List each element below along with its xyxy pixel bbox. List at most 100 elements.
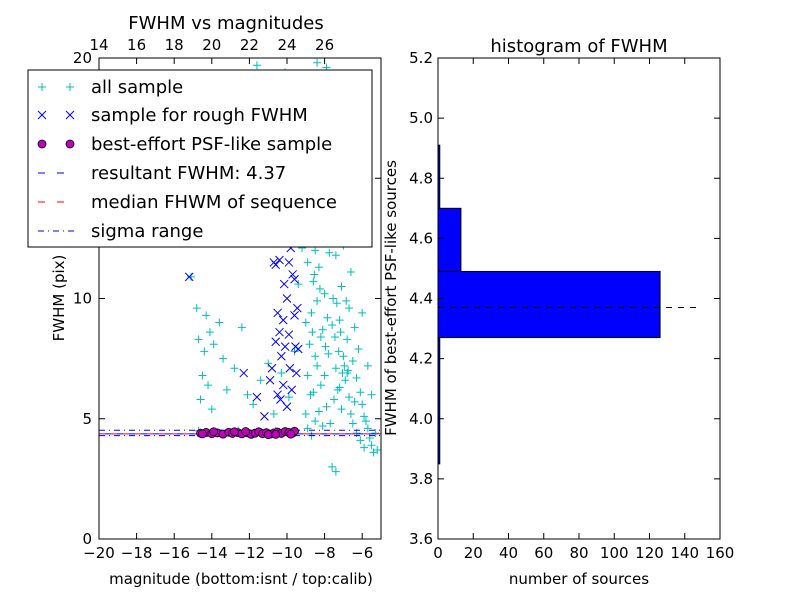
x-tick-label: 100 bbox=[600, 544, 629, 562]
rough-sample-point bbox=[271, 260, 281, 270]
all-sample-point bbox=[363, 361, 372, 370]
rough-sample-point bbox=[265, 375, 275, 385]
x-tick-label: −20 bbox=[83, 544, 115, 562]
top-tick-label: 22 bbox=[240, 36, 259, 54]
all-sample-point bbox=[311, 352, 320, 361]
top-tick-label: 18 bbox=[165, 36, 184, 54]
legend-box bbox=[27, 69, 373, 248]
top-tick-label: 14 bbox=[89, 36, 108, 54]
legend-entry-sigma: sigma range bbox=[38, 221, 203, 242]
all-sample-point bbox=[269, 409, 278, 418]
histogram-x-axis: 0 20 40 60 80 100 120 140 160 bbox=[433, 58, 734, 562]
rough-sample-point bbox=[275, 327, 284, 337]
all-sample-point bbox=[325, 248, 334, 257]
all-sample-point bbox=[313, 361, 322, 370]
all-sample-point bbox=[350, 323, 359, 332]
all-sample-point bbox=[264, 359, 273, 368]
x-tick-label: −8 bbox=[314, 544, 336, 562]
all-sample-point bbox=[256, 376, 265, 385]
all-sample-point bbox=[335, 383, 344, 392]
all-sample-point bbox=[324, 349, 333, 358]
all-sample-point bbox=[356, 436, 365, 445]
rough-sample-point bbox=[288, 270, 297, 279]
all-sample-point bbox=[209, 340, 218, 349]
all-sample-point bbox=[315, 284, 324, 293]
legend-circle-marker bbox=[37, 139, 75, 149]
psf-like-point bbox=[229, 427, 239, 437]
rough-sample-point bbox=[284, 330, 294, 339]
all-sample-point bbox=[187, 272, 196, 281]
y-tick-label: 5 bbox=[82, 410, 92, 428]
y-tick-label: 5.0 bbox=[409, 109, 433, 127]
rough-sample-point bbox=[273, 390, 282, 400]
legend-label: best-effort PSF-like sample bbox=[91, 134, 332, 155]
top-x-axis: 14 16 18 20 22 24 26 bbox=[89, 36, 334, 64]
legend-label: median FHWM of sequence bbox=[91, 192, 337, 213]
bottom-x-axis: −20 −18 −16 −14 −12 −10 −8 −6 bbox=[83, 533, 373, 562]
rough-sample-point bbox=[276, 395, 285, 404]
rough-sample-point bbox=[184, 272, 194, 282]
all-sample-point bbox=[346, 409, 355, 418]
y-tick-label: 20 bbox=[73, 49, 92, 67]
rough-sample-point bbox=[284, 258, 294, 267]
all-sample-point bbox=[331, 364, 340, 373]
y-tick-label: 4.8 bbox=[409, 169, 433, 187]
x-tick-label: 60 bbox=[534, 544, 553, 562]
all-sample-point bbox=[363, 424, 372, 433]
all-sample-point bbox=[249, 400, 258, 409]
histogram-bar bbox=[437, 270, 661, 339]
all-sample-point bbox=[222, 385, 231, 394]
all-sample-point bbox=[237, 323, 246, 332]
rough-sample-point bbox=[275, 255, 284, 265]
all-sample-point bbox=[301, 409, 310, 418]
rough-sample-point bbox=[282, 294, 292, 303]
top-tick-label: 26 bbox=[315, 36, 334, 54]
all-sample-point bbox=[219, 354, 228, 363]
all-sample-point bbox=[331, 467, 340, 476]
all-sample-point bbox=[346, 268, 355, 277]
all-sample-point bbox=[339, 352, 348, 361]
all-sample-point bbox=[294, 280, 303, 289]
x-tick-label: 160 bbox=[706, 544, 735, 562]
rough-sample-point bbox=[287, 385, 297, 395]
psf-like-point bbox=[241, 427, 251, 436]
all-sample-point bbox=[361, 417, 370, 426]
all-sample-point bbox=[373, 446, 381, 455]
top-tick-label: 24 bbox=[277, 36, 296, 54]
all-sample-point bbox=[331, 251, 340, 260]
x-tick-label: 40 bbox=[499, 544, 518, 562]
rough-sample-point bbox=[239, 368, 249, 378]
x-tick-label: −14 bbox=[196, 544, 228, 562]
x-tick-label: 0 bbox=[433, 544, 443, 562]
all-sample-point bbox=[196, 395, 205, 404]
x-tick-label: 80 bbox=[569, 544, 588, 562]
all-sample-point bbox=[330, 395, 338, 404]
y-tick-label: 0 bbox=[82, 530, 92, 548]
all-sample-point bbox=[354, 345, 363, 354]
all-sample-point bbox=[335, 316, 344, 325]
all-sample-point bbox=[321, 342, 330, 351]
rough-sample-point bbox=[252, 392, 262, 402]
all-sample-point bbox=[322, 402, 331, 411]
all-sample-point bbox=[311, 417, 320, 426]
all-sample-point bbox=[316, 332, 325, 341]
all-sample-point bbox=[194, 335, 203, 344]
psf-like-point bbox=[271, 429, 281, 439]
rough-sample-point bbox=[291, 342, 300, 351]
fwhm-vs-magnitudes-panel: −20 −18 −16 −14 −12 −10 −8 −6 14 16 18 20 22 24 26 0 5… bbox=[27, 13, 382, 588]
all-sample-point bbox=[314, 407, 323, 416]
all-sample-point bbox=[314, 263, 323, 272]
all-sample-point bbox=[215, 318, 224, 327]
all-sample-point bbox=[352, 373, 361, 382]
all-sample-point bbox=[303, 258, 312, 267]
all-sample-point bbox=[320, 289, 329, 298]
all-sample-point bbox=[308, 328, 317, 337]
fwhm-histogram-panel: 0 20 40 60 80 100 120 140 160 3.6 3.8 4.0 4.2 4.4 4.6… bbox=[382, 36, 734, 588]
legend-entry-psf-like: best-effort PSF-like sample bbox=[37, 134, 332, 155]
all-sample-point bbox=[313, 58, 322, 67]
all-sample-point bbox=[329, 294, 338, 303]
rough-sample-point bbox=[290, 310, 299, 320]
all-sample-point bbox=[360, 443, 369, 452]
all-sample-point bbox=[367, 390, 376, 399]
all-sample-point bbox=[336, 328, 345, 337]
